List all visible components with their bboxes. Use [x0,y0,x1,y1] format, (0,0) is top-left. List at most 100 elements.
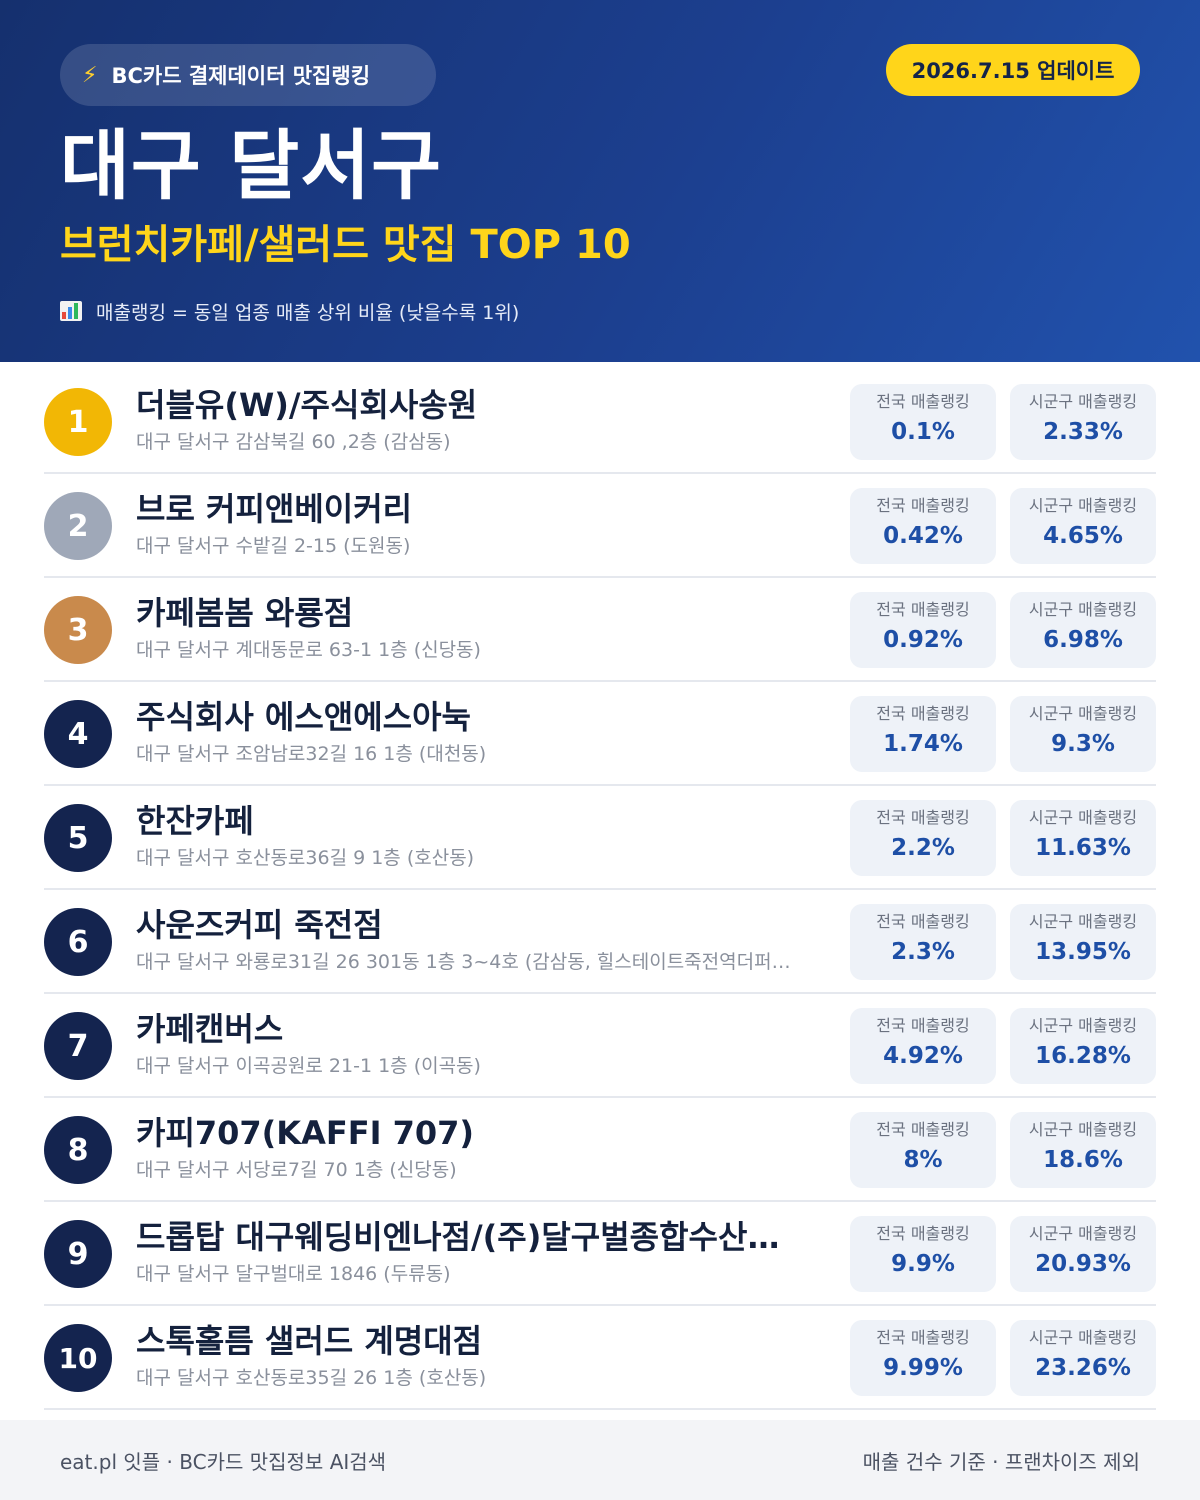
national-ranking-card: 전국 매출랭킹 2.2% [850,800,996,876]
regional-ranking-card: 시군구 매출랭킹 13.95% [1010,904,1156,980]
footer-source: eat.pl 잇플 · BC카드 맛집정보 AI검색 [60,1450,387,1474]
ranking-row[interactable]: 2 브로 커피앤베이커리 대구 달서구 수밭길 2-15 (도원동) 전국 매출… [44,474,1156,578]
ranking-row[interactable]: 3 카페봄봄 와룡점 대구 달서구 계대동문로 63-1 1층 (신당동) 전국… [44,578,1156,682]
regional-ranking-label: 시군구 매출랭킹 [1028,808,1138,827]
restaurant-name: 드롭탑 대구웨딩비엔나점/(주)달구벌종합수산… [136,1218,780,1256]
national-ranking-label: 전국 매출랭킹 [876,1328,970,1347]
national-ranking-label: 전국 매출랭킹 [876,1120,970,1139]
restaurant-name: 사운즈커피 죽전점 [136,906,383,944]
national-ranking-label: 전국 매출랭킹 [876,704,970,723]
ranking-row[interactable]: 6 사운즈커피 죽전점 대구 달서구 와룡로31길 26 301동 1층 3~4… [44,890,1156,994]
regional-ranking-value: 13.95% [1035,939,1131,965]
update-date-badge: 2026.7.15 업데이트 [886,44,1140,96]
regional-ranking-label: 시군구 매출랭킹 [1028,600,1138,619]
ranking-legend: 매출랭킹 = 동일 업종 매출 상위 비율 (낮을수록 1위) [60,294,519,328]
regional-ranking-value: 20.93% [1035,1251,1131,1277]
national-ranking-card: 전국 매출랭킹 0.1% [850,384,996,460]
legend-text: 매출랭킹 = 동일 업종 매출 상위 비율 (낮을수록 1위) [96,301,520,324]
national-ranking-label: 전국 매출랭킹 [876,600,970,619]
national-ranking-value: 0.1% [891,419,955,445]
restaurant-name: 카페봄봄 와룡점 [136,594,354,632]
regional-ranking-card: 시군구 매출랭킹 6.98% [1010,592,1156,668]
restaurant-address: 대구 달서구 와룡로31길 26 301동 1층 3~4호 (감삼동, 힐스테이… [136,951,791,973]
ranking-row[interactable]: 9 드롭탑 대구웨딩비엔나점/(주)달구벌종합수산… 대구 달서구 달구벌대로 … [44,1202,1156,1306]
restaurant-address: 대구 달서구 호산동로35길 26 1층 (호산동) [136,1367,487,1389]
national-ranking-value: 8% [903,1147,943,1173]
rank-badge: 8 [44,1116,112,1184]
restaurant-name: 주식회사 에스앤에스아눅 [136,698,471,736]
regional-ranking-label: 시군구 매출랭킹 [1028,1016,1138,1035]
regional-ranking-card: 시군구 매출랭킹 23.26% [1010,1320,1156,1396]
rank-badge: 7 [44,1012,112,1080]
national-ranking-card: 전국 매출랭킹 4.92% [850,1008,996,1084]
restaurant-address: 대구 달서구 수밭길 2-15 (도원동) [136,535,411,557]
national-ranking-value: 9.99% [883,1355,963,1381]
restaurant-address: 대구 달서구 서당로7길 70 1층 (신당동) [136,1159,457,1181]
regional-ranking-value: 9.3% [1051,731,1115,757]
ranking-row[interactable]: 5 한잔카페 대구 달서구 호산동로36길 9 1층 (호산동) 전국 매출랭킹… [44,786,1156,890]
regional-ranking-card: 시군구 매출랭킹 11.63% [1010,800,1156,876]
ranking-row[interactable]: 4 주식회사 에스앤에스아눅 대구 달서구 조암남로32길 16 1층 (대천동… [44,682,1156,786]
national-ranking-card: 전국 매출랭킹 9.9% [850,1216,996,1292]
regional-ranking-label: 시군구 매출랭킹 [1028,392,1138,411]
regional-ranking-label: 시군구 매출랭킹 [1028,1224,1138,1243]
regional-ranking-value: 23.26% [1035,1355,1131,1381]
national-ranking-value: 1.74% [883,731,963,757]
page-subtitle: 브런치카페/샐러드 맛집 TOP 10 [60,222,631,268]
rank-badge: 1 [44,388,112,456]
regional-ranking-label: 시군구 매출랭킹 [1028,704,1138,723]
rank-badge: 9 [44,1220,112,1288]
national-ranking-card: 전국 매출랭킹 2.3% [850,904,996,980]
national-ranking-card: 전국 매출랭킹 9.99% [850,1320,996,1396]
ranking-row[interactable]: 8 카피707(KAFFI 707) 대구 달서구 서당로7길 70 1층 (신… [44,1098,1156,1202]
restaurant-address: 대구 달서구 이곡공원로 21-1 1층 (이곡동) [136,1055,481,1077]
national-ranking-value: 0.42% [883,523,963,549]
page-title: 대구 달서구 [60,121,443,210]
rank-badge: 5 [44,804,112,872]
regional-ranking-card: 시군구 매출랭킹 18.6% [1010,1112,1156,1188]
rank-badge: 10 [44,1324,112,1392]
regional-ranking-card: 시군구 매출랭킹 4.65% [1010,488,1156,564]
national-ranking-label: 전국 매출랭킹 [876,392,970,411]
national-ranking-value: 0.92% [883,627,963,653]
regional-ranking-value: 18.6% [1043,1147,1123,1173]
national-ranking-label: 전국 매출랭킹 [876,912,970,931]
restaurant-name: 스톡홀름 샐러드 계명대점 [136,1322,483,1360]
national-ranking-card: 전국 매출랭킹 1.74% [850,696,996,772]
restaurant-address: 대구 달서구 계대동문로 63-1 1층 (신당동) [136,639,481,661]
restaurant-address: 대구 달서구 감삼북길 60 ,2층 (감삼동) [136,431,451,453]
restaurant-address: 대구 달서구 달구벌대로 1846 (두류동) [136,1263,451,1285]
rank-badge: 4 [44,700,112,768]
rank-badge: 3 [44,596,112,664]
national-ranking-card: 전국 매출랭킹 8% [850,1112,996,1188]
national-ranking-value: 2.3% [891,939,955,965]
national-ranking-label: 전국 매출랭킹 [876,496,970,515]
ranking-row[interactable]: 7 카페캔버스 대구 달서구 이곡공원로 21-1 1층 (이곡동) 전국 매출… [44,994,1156,1098]
national-ranking-card: 전국 매출랭킹 0.92% [850,592,996,668]
ranking-row[interactable]: 10 스톡홀름 샐러드 계명대점 대구 달서구 호산동로35길 26 1층 (호… [44,1306,1156,1410]
regional-ranking-value: 11.63% [1035,835,1131,861]
national-ranking-label: 전국 매출랭킹 [876,1224,970,1243]
regional-ranking-value: 16.28% [1035,1043,1131,1069]
bar-chart-icon [60,301,82,321]
regional-ranking-value: 4.65% [1043,523,1123,549]
regional-ranking-card: 시군구 매출랭킹 9.3% [1010,696,1156,772]
national-ranking-value: 4.92% [883,1043,963,1069]
national-ranking-label: 전국 매출랭킹 [876,1016,970,1035]
restaurant-name: 더블유(W)/주식회사송원 [136,386,478,424]
national-ranking-label: 전국 매출랭킹 [876,808,970,827]
regional-ranking-label: 시군구 매출랭킹 [1028,1328,1138,1347]
footer-note: 매출 건수 기준 · 프랜차이즈 제외 [862,1450,1140,1474]
restaurant-name: 브로 커피앤베이커리 [136,490,413,528]
lightning-icon: ⚡ [82,62,98,88]
rank-badge: 2 [44,492,112,560]
source-pill: ⚡ BC카드 결제데이터 맛집랭킹 [60,44,436,106]
footer: eat.pl 잇플 · BC카드 맛집정보 AI검색 매출 건수 기준 · 프랜… [0,1420,1200,1500]
restaurant-name: 카피707(KAFFI 707) [136,1114,475,1152]
restaurant-name: 한잔카페 [136,802,254,840]
national-ranking-value: 2.2% [891,835,955,861]
national-ranking-value: 9.9% [891,1251,955,1277]
restaurant-address: 대구 달서구 호산동로36길 9 1층 (호산동) [136,847,475,869]
regional-ranking-card: 시군구 매출랭킹 2.33% [1010,384,1156,460]
ranking-row[interactable]: 1 더블유(W)/주식회사송원 대구 달서구 감삼북길 60 ,2층 (감삼동)… [44,370,1156,474]
